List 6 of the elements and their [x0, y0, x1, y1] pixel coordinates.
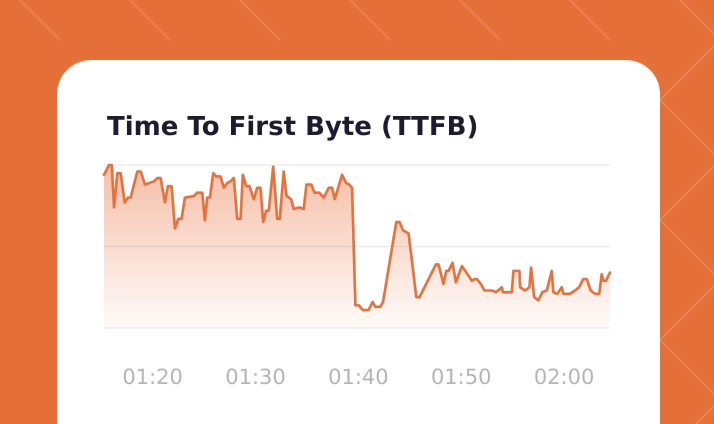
chart-title: Time To First Byte (TTFB) — [107, 112, 478, 142]
x-tick-label: 01:20 — [122, 365, 183, 389]
x-tick-label: 01:30 — [225, 365, 286, 389]
x-tick-label: 01:40 — [328, 365, 389, 389]
x-tick-label: 02:00 — [534, 365, 594, 389]
x-tick-label: 01:50 — [430, 365, 492, 389]
